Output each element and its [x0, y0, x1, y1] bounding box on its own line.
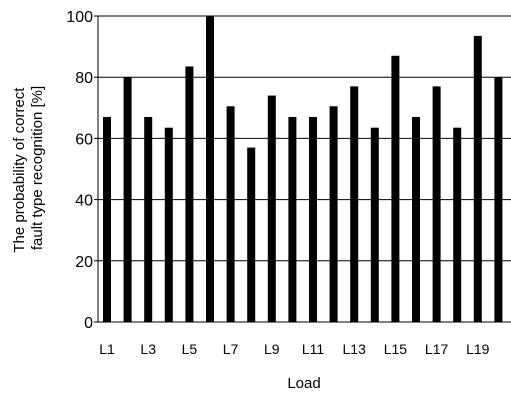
- y-tick-label: 100: [66, 9, 93, 26]
- x-tick-label: L11: [302, 341, 325, 357]
- bar-l16: [412, 116, 420, 322]
- bar-l19: [473, 35, 482, 322]
- y-axis-title-line-2: fault type recognition [%]: [29, 86, 46, 250]
- x-tick-label: L5: [182, 341, 198, 357]
- bar-l13: [350, 86, 359, 322]
- bar-l18: [453, 127, 462, 322]
- bar-l11: [309, 116, 317, 322]
- x-tick-label: L19: [466, 341, 490, 357]
- y-axis-title-line-1: The probability of correct: [11, 87, 28, 253]
- y-tick-label: 0: [84, 315, 93, 332]
- bar-l3: [144, 116, 153, 322]
- bar-l12: [329, 106, 338, 323]
- bar-l5: [185, 66, 194, 323]
- bar-l6: [206, 16, 214, 322]
- y-tick-label: 20: [75, 254, 93, 271]
- x-tick-label: L17: [425, 341, 449, 357]
- x-tick-label: L9: [264, 341, 280, 357]
- bar-l20: [494, 77, 503, 322]
- bar-l10: [288, 116, 297, 322]
- x-axis-ticks: L1 L3 L5 L7 L9 L11 L13 L15 L17 L19: [99, 341, 489, 357]
- x-tick-label: L3: [140, 341, 156, 357]
- y-tick-label: 40: [75, 193, 93, 210]
- bar-l8: [247, 147, 256, 322]
- bar-l9: [267, 95, 276, 322]
- bar-l14: [370, 127, 379, 322]
- bars: [103, 16, 503, 323]
- bar-l2: [123, 77, 132, 322]
- bar-l17: [432, 86, 441, 322]
- y-axis-ticks: 0 20 40 60 80 100: [66, 9, 98, 332]
- bar-l7: [226, 106, 235, 323]
- y-tick-label: 60: [75, 131, 93, 148]
- bar-l4: [164, 127, 173, 322]
- x-tick-label: L15: [384, 341, 408, 357]
- x-tick-label: L7: [223, 341, 239, 357]
- x-tick-label: L1: [99, 341, 115, 357]
- y-tick-label: 80: [75, 70, 93, 87]
- y-axis-title: The probability of correct fault type re…: [11, 83, 46, 252]
- bar-l15: [391, 55, 400, 322]
- bar-l1: [103, 116, 111, 322]
- x-axis-title: Load: [287, 375, 320, 392]
- x-tick-label: L13: [343, 341, 367, 357]
- gridlines: [98, 15, 511, 262]
